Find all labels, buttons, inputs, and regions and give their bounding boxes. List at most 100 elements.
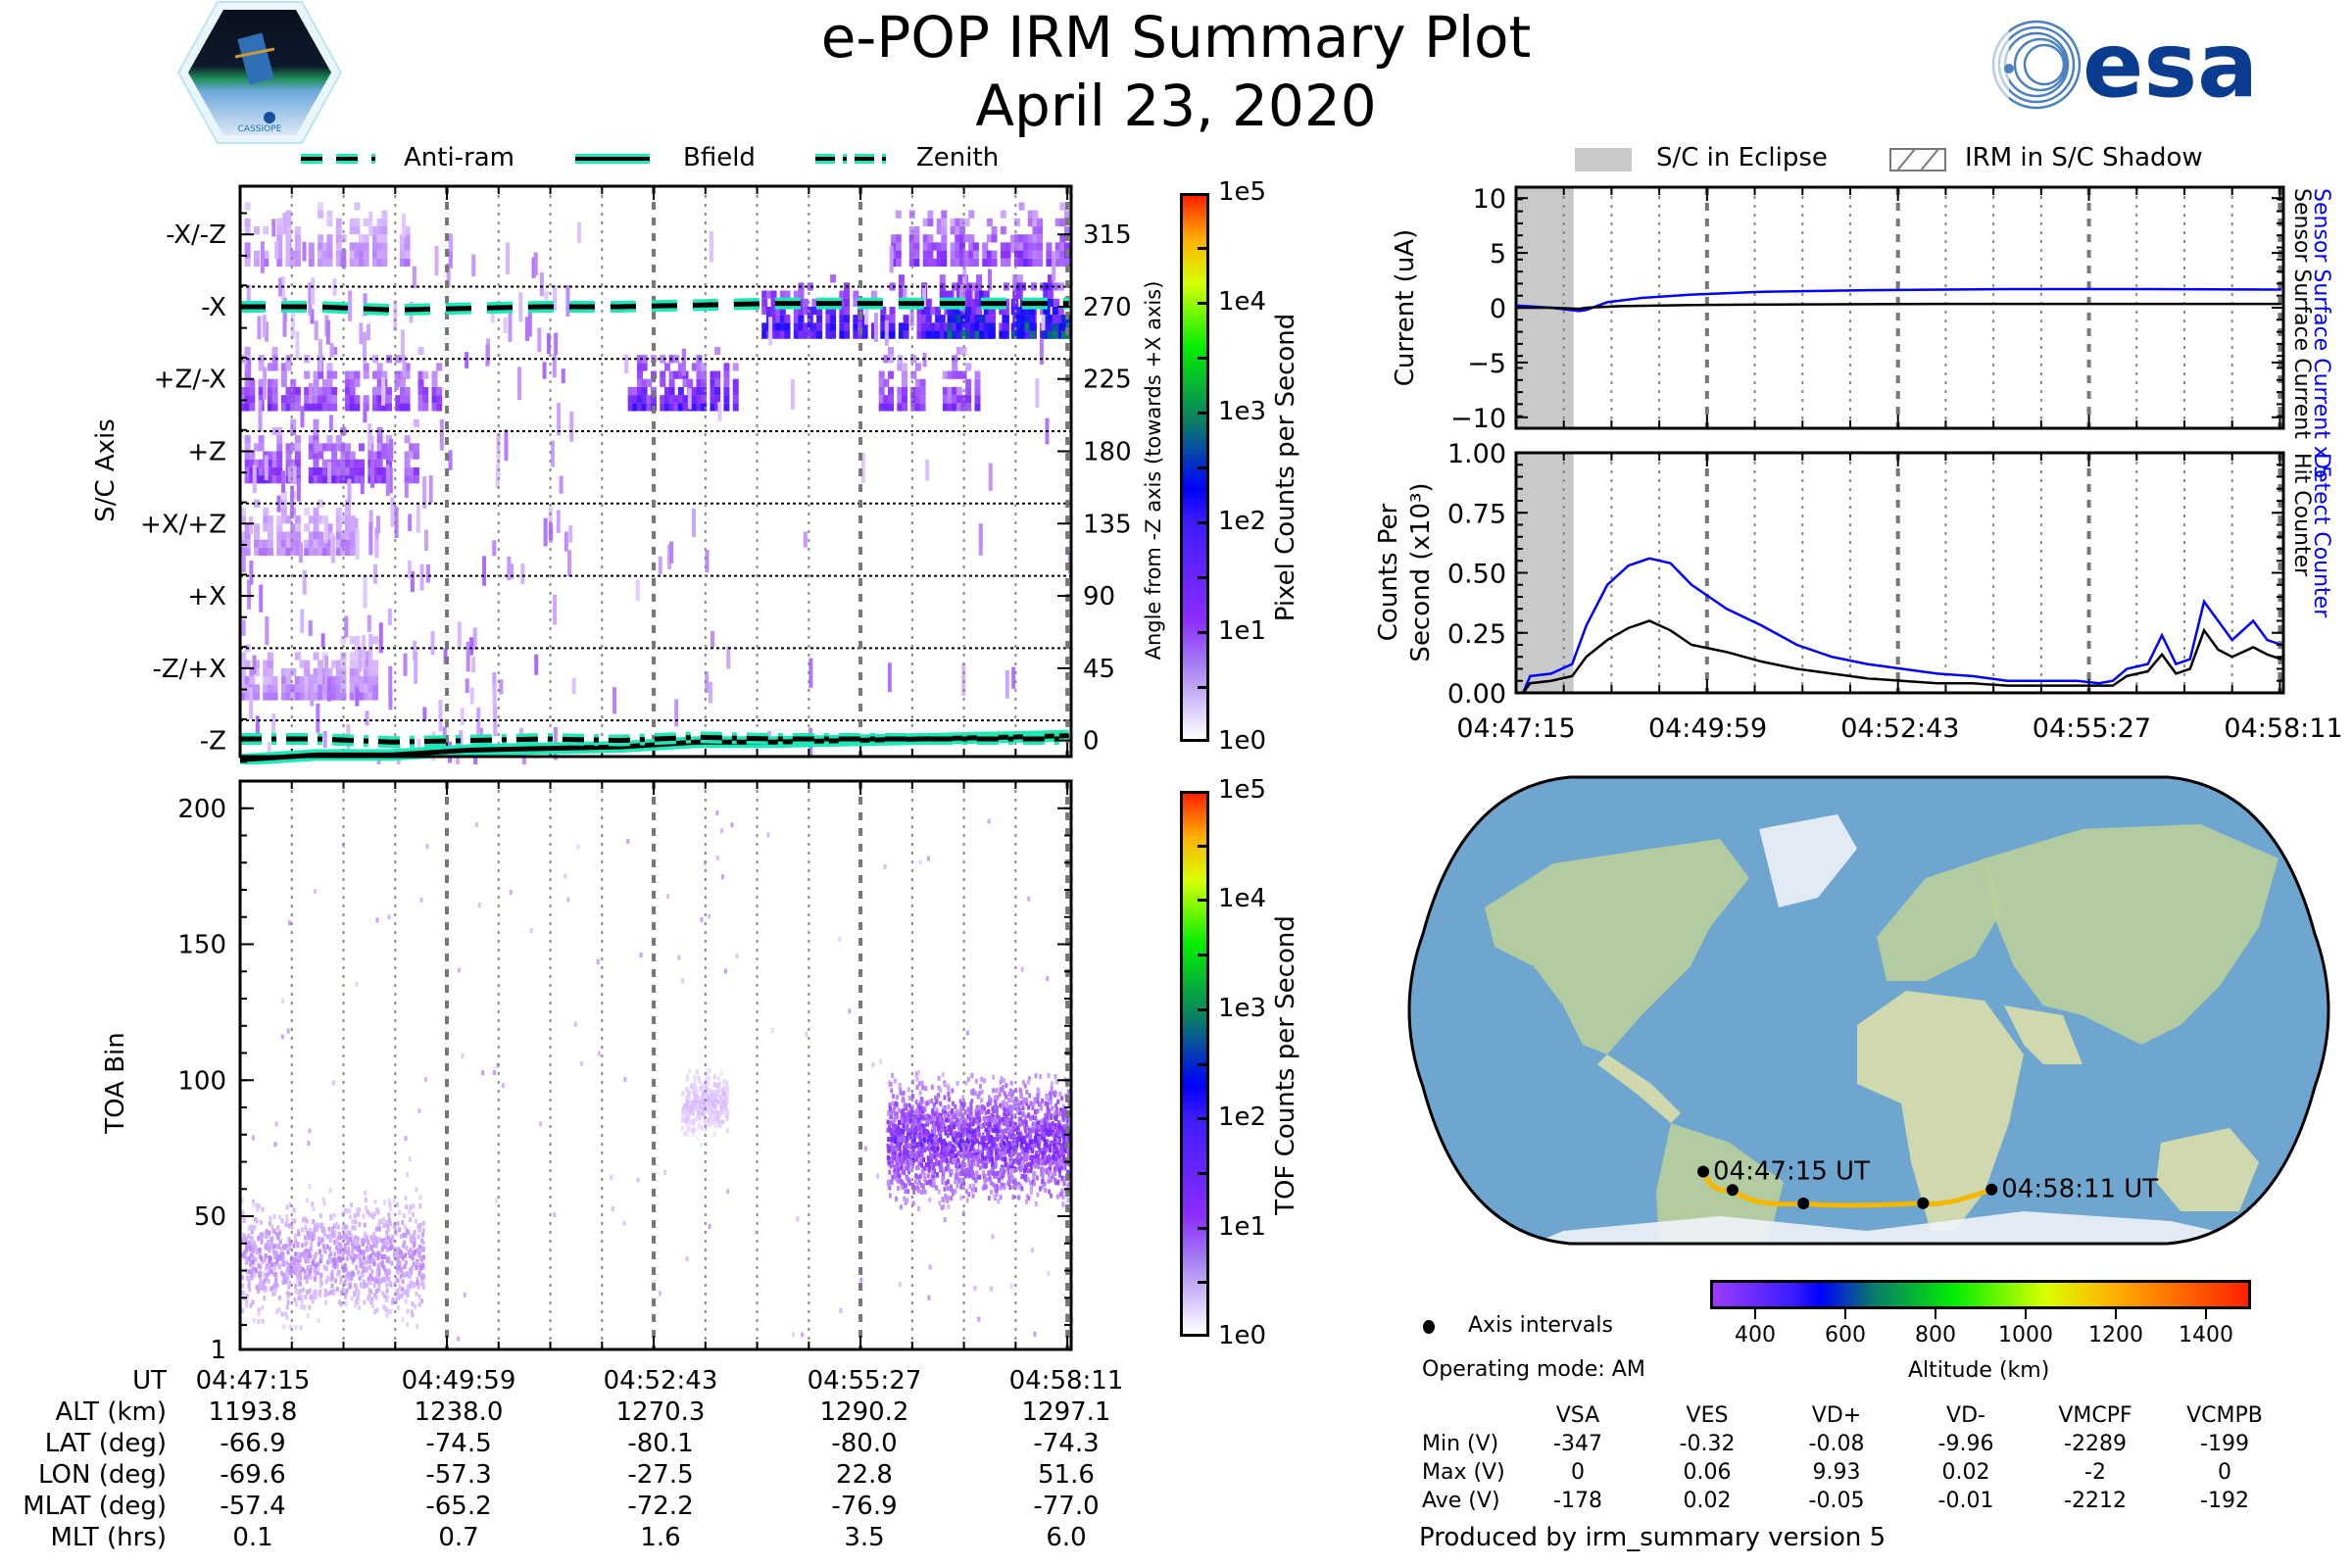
toa-pixel bbox=[932, 1165, 936, 1171]
toa-pixel bbox=[1011, 1123, 1015, 1129]
toa-pixel bbox=[685, 1122, 689, 1128]
toa-pixel bbox=[691, 1127, 695, 1133]
toa-pixel bbox=[377, 1287, 381, 1293]
spectrogram-pixel bbox=[939, 315, 946, 323]
toa-pixel bbox=[318, 1276, 322, 1282]
spectrogram-pixel bbox=[290, 531, 297, 540]
spectrogram-pixel bbox=[294, 225, 301, 235]
toa-pixel bbox=[296, 1256, 300, 1262]
toa-pixel bbox=[937, 1138, 941, 1144]
toa-pixel bbox=[896, 1178, 900, 1184]
spectrogram-pixel bbox=[963, 218, 970, 226]
toa-pixel bbox=[356, 1295, 360, 1300]
toa-pixel bbox=[272, 1271, 276, 1277]
toa-pixel bbox=[245, 1247, 249, 1252]
spectrogram-pixel bbox=[1032, 225, 1039, 235]
toa-pixel bbox=[693, 1092, 697, 1098]
spectrogram-pixel bbox=[635, 579, 640, 602]
toa-pixel bbox=[298, 1270, 302, 1276]
toa-pixel bbox=[987, 1132, 991, 1138]
toa-pixel bbox=[1036, 1108, 1040, 1114]
spectrogram-pixel bbox=[857, 322, 863, 331]
toa-pixel bbox=[890, 1109, 894, 1115]
toa-pixel bbox=[725, 1087, 729, 1093]
toa-pixel bbox=[889, 1082, 893, 1088]
toa-pixel bbox=[1004, 1161, 1007, 1167]
toa-pixel bbox=[399, 1234, 403, 1240]
toa-pixel bbox=[247, 1269, 251, 1275]
spectrogram-pixel bbox=[321, 386, 328, 396]
toa-pixel bbox=[1041, 1098, 1045, 1103]
toa-pixel bbox=[683, 1118, 687, 1124]
spectrogram-pixel bbox=[363, 395, 369, 404]
spectrogram-pixel bbox=[286, 237, 291, 267]
toa-pixel bbox=[961, 1129, 965, 1135]
spectrogram-pixel bbox=[365, 710, 369, 726]
toa-pixel bbox=[260, 1285, 264, 1291]
toa-pixel bbox=[362, 1279, 366, 1285]
toa-pixel bbox=[1020, 1165, 1024, 1171]
toa-pixel bbox=[942, 1140, 946, 1146]
toa-pixel bbox=[1013, 1113, 1017, 1119]
spectrogram-pixel bbox=[1018, 258, 1025, 267]
toa-pixel bbox=[1036, 1120, 1040, 1126]
toa-pixel bbox=[994, 1100, 998, 1105]
toa-pixel bbox=[1060, 1175, 1064, 1181]
toa-pixel bbox=[1043, 1154, 1047, 1160]
spectrogram-pixel bbox=[944, 306, 951, 316]
toa-pixel bbox=[978, 1117, 982, 1123]
toa-pixel bbox=[1062, 1138, 1066, 1144]
spectrogram-pixel bbox=[310, 309, 315, 324]
toa-pixel bbox=[337, 1242, 341, 1248]
toa-pixel bbox=[1013, 1121, 1017, 1127]
toa-pixel bbox=[1054, 1163, 1058, 1169]
spectrogram-pixel bbox=[300, 609, 305, 633]
toa-pixel bbox=[935, 1158, 939, 1164]
spectrogram-pixel bbox=[253, 443, 260, 452]
toa-pixel bbox=[980, 1098, 984, 1103]
toa-pixel bbox=[998, 1092, 1002, 1098]
toa-pixel bbox=[421, 1262, 425, 1268]
toa-pixel bbox=[987, 1108, 991, 1114]
toa-pixel bbox=[1055, 1112, 1059, 1118]
toa-pixel bbox=[955, 1152, 958, 1158]
spectrogram-pixel bbox=[422, 403, 429, 412]
toa-pixel bbox=[1052, 1171, 1055, 1177]
toa-pixel bbox=[995, 1174, 999, 1180]
toa-pixel bbox=[1008, 1088, 1012, 1094]
spectrogram-pixel bbox=[910, 386, 917, 396]
sc-axis-ylabel: S/C Axis bbox=[91, 418, 121, 522]
toa-pixel bbox=[910, 1138, 914, 1144]
toa-pixel bbox=[1054, 1132, 1057, 1138]
toa-pixel bbox=[1057, 1167, 1061, 1173]
spectrogram-pixel bbox=[276, 523, 283, 532]
toa-pixel bbox=[946, 1198, 950, 1203]
spectrogram-pixel bbox=[290, 378, 297, 387]
toa-pixel bbox=[294, 1251, 298, 1257]
spectrogram-pixel bbox=[267, 395, 273, 404]
toa-pixel bbox=[955, 1135, 958, 1141]
toa-pixel bbox=[722, 1108, 726, 1114]
toa-pixel bbox=[705, 1121, 709, 1127]
toa-pixel bbox=[895, 1196, 899, 1201]
toa-pixel bbox=[1023, 1128, 1027, 1134]
spectrogram-pixel bbox=[376, 475, 383, 484]
toa-pixel bbox=[377, 1271, 381, 1277]
spectrogram-pixel bbox=[354, 378, 361, 387]
spectrogram-pixel bbox=[983, 290, 990, 299]
spectrogram-pixel bbox=[883, 395, 890, 404]
toa-pixel bbox=[277, 1295, 281, 1300]
spectrogram-pixel bbox=[770, 290, 777, 299]
toa-pixel bbox=[917, 1142, 921, 1148]
spectrogram-pixel bbox=[958, 225, 965, 235]
spectrogram-pixel bbox=[1054, 298, 1060, 307]
spectrogram-pixel bbox=[244, 386, 251, 396]
spectrogram-pixel bbox=[1011, 666, 1016, 689]
toa-pixel bbox=[1029, 1115, 1033, 1121]
toa-pixel bbox=[906, 1087, 910, 1093]
toa-pixel bbox=[285, 1268, 289, 1274]
toa-pixel bbox=[1008, 1104, 1012, 1110]
spectrogram-pixel bbox=[249, 686, 254, 719]
toa-pixel bbox=[280, 1311, 284, 1317]
